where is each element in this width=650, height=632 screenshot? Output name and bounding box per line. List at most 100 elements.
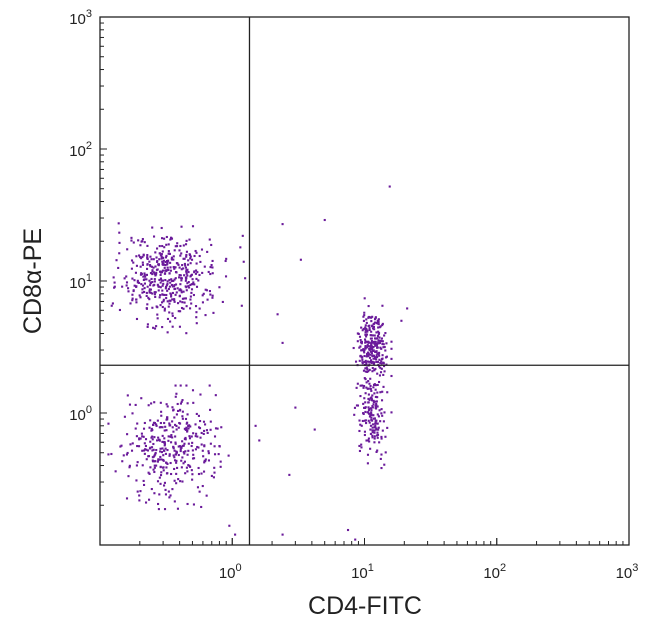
data-point	[135, 285, 138, 288]
data-point	[383, 463, 386, 466]
data-point	[164, 488, 167, 491]
data-point	[153, 466, 156, 469]
data-point	[170, 472, 173, 476]
data-point	[185, 286, 188, 289]
data-point	[195, 251, 198, 254]
data-point	[369, 353, 372, 356]
data-point	[158, 439, 161, 442]
data-point	[163, 444, 166, 447]
data-point	[209, 293, 212, 296]
data-point	[364, 370, 367, 373]
data-point	[359, 423, 362, 426]
data-point	[173, 479, 176, 482]
data-point	[163, 421, 166, 425]
data-point	[186, 430, 189, 433]
data-point	[390, 357, 393, 360]
data-point	[381, 322, 384, 325]
data-point	[139, 244, 142, 247]
data-point	[369, 348, 372, 351]
data-point	[177, 310, 180, 313]
data-point	[377, 323, 380, 326]
data-point	[144, 448, 147, 451]
data-point	[197, 446, 200, 449]
data-point	[378, 354, 381, 357]
data-point	[143, 272, 146, 275]
data-point	[129, 443, 132, 446]
data-point	[371, 436, 374, 439]
data-point	[186, 268, 189, 271]
data-point	[145, 458, 148, 461]
data-point	[146, 323, 149, 326]
data-point	[178, 266, 181, 269]
data-point	[167, 435, 170, 438]
data-point	[166, 266, 169, 269]
data-point	[209, 428, 212, 431]
data-point	[374, 340, 377, 343]
data-point	[175, 262, 178, 265]
data-point	[380, 358, 383, 361]
data-point	[206, 431, 209, 434]
data-point	[371, 431, 374, 434]
data-point	[372, 414, 375, 417]
data-point	[159, 286, 162, 289]
data-point	[176, 242, 179, 245]
data-point	[159, 450, 162, 453]
data-point	[163, 246, 166, 249]
data-point	[224, 259, 227, 263]
data-point	[191, 278, 194, 281]
data-point	[163, 440, 166, 444]
data-point	[164, 452, 167, 455]
data-point	[214, 427, 218, 430]
data-point	[174, 317, 177, 320]
data-point	[365, 318, 368, 321]
data-point	[135, 301, 138, 304]
data-point	[368, 421, 371, 424]
data-point	[358, 444, 361, 448]
data-point	[380, 347, 383, 350]
data-point	[374, 321, 377, 324]
data-point	[369, 384, 372, 388]
data-point	[383, 334, 386, 337]
data-point	[376, 405, 379, 408]
data-point	[363, 433, 366, 437]
data-point	[369, 428, 372, 431]
data-point	[161, 244, 164, 248]
data-point	[192, 281, 195, 284]
data-point	[206, 250, 209, 253]
data-point	[169, 435, 172, 438]
data-point	[173, 456, 176, 459]
data-point	[164, 425, 167, 428]
data-point	[367, 397, 370, 400]
data-point	[376, 322, 379, 325]
data-point	[178, 249, 181, 252]
data-point	[210, 474, 213, 477]
data-point	[224, 275, 228, 278]
data-point	[175, 482, 178, 485]
data-point	[152, 284, 155, 287]
data-point	[193, 270, 196, 273]
data-point	[202, 292, 205, 295]
data-point	[376, 372, 379, 375]
data-point	[153, 327, 157, 330]
data-point	[153, 272, 156, 275]
data-point	[150, 436, 153, 439]
data-point	[207, 452, 210, 455]
data-point	[126, 433, 129, 436]
tick-labels-layer: 100 101 102 103 100 101 102 103	[69, 8, 638, 582]
data-point	[368, 412, 371, 415]
data-point	[114, 470, 117, 473]
data-point	[374, 384, 377, 387]
data-point	[179, 448, 182, 451]
data-point	[384, 451, 387, 454]
data-point	[362, 319, 365, 322]
data-point	[373, 417, 376, 420]
data-point	[216, 427, 219, 430]
data-point	[181, 264, 184, 267]
data-point	[370, 411, 373, 414]
data-point	[171, 298, 174, 301]
data-point	[362, 369, 366, 372]
data-point	[218, 445, 221, 448]
data-point	[175, 392, 178, 395]
data-point	[166, 262, 169, 265]
data-point	[168, 252, 171, 255]
